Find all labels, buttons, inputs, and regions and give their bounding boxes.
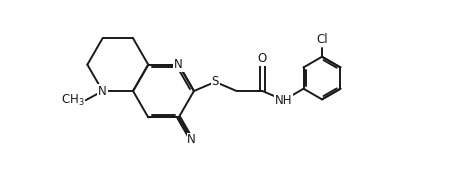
Text: N: N (187, 133, 195, 146)
Text: Cl: Cl (315, 33, 327, 46)
Text: O: O (257, 52, 267, 65)
Text: S: S (211, 75, 219, 88)
Text: CH$_3$: CH$_3$ (61, 93, 84, 108)
Text: N: N (98, 85, 107, 98)
Text: N: N (174, 58, 183, 71)
Text: NH: NH (275, 94, 292, 107)
